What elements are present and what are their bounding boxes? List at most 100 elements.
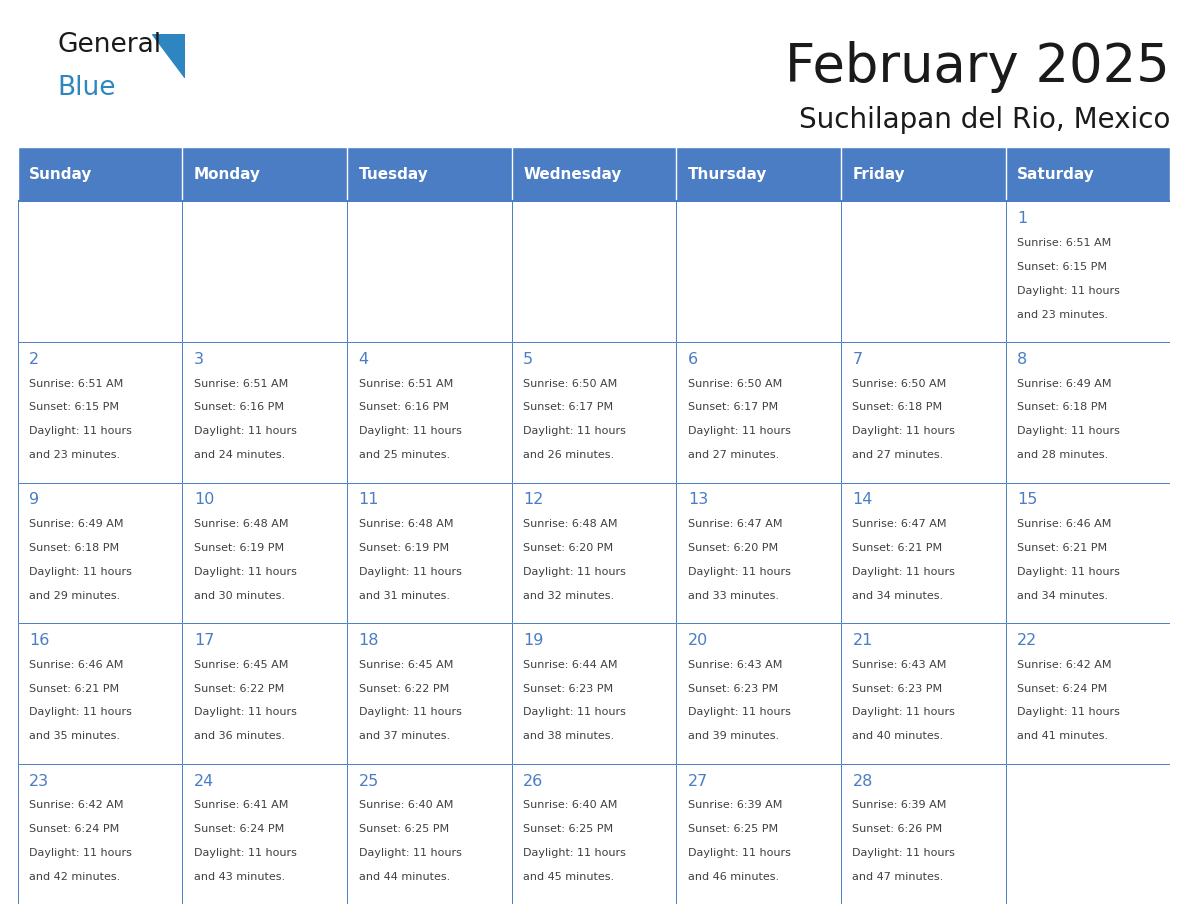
Text: Sunset: 6:20 PM: Sunset: 6:20 PM — [688, 543, 778, 553]
Text: Daylight: 11 hours: Daylight: 11 hours — [30, 848, 132, 858]
Text: Sunrise: 6:42 AM: Sunrise: 6:42 AM — [30, 800, 124, 811]
Text: and 32 minutes.: and 32 minutes. — [523, 591, 614, 600]
Text: Sunset: 6:18 PM: Sunset: 6:18 PM — [1017, 402, 1107, 412]
Text: Monday: Monday — [194, 167, 261, 182]
Text: 23: 23 — [30, 774, 50, 789]
Text: Sunrise: 6:40 AM: Sunrise: 6:40 AM — [359, 800, 453, 811]
Text: Sunset: 6:23 PM: Sunset: 6:23 PM — [688, 684, 778, 693]
Text: Sunrise: 6:47 AM: Sunrise: 6:47 AM — [688, 519, 783, 529]
Text: 12: 12 — [523, 492, 544, 508]
Text: Thursday: Thursday — [688, 167, 767, 182]
Text: Sunrise: 6:39 AM: Sunrise: 6:39 AM — [853, 800, 947, 811]
Text: Sunrise: 6:50 AM: Sunrise: 6:50 AM — [688, 378, 782, 388]
Text: Wednesday: Wednesday — [523, 167, 621, 182]
Text: Sunset: 6:25 PM: Sunset: 6:25 PM — [359, 824, 449, 834]
Text: Sunset: 6:21 PM: Sunset: 6:21 PM — [1017, 543, 1107, 553]
Text: and 46 minutes.: and 46 minutes. — [688, 872, 779, 882]
Text: Daylight: 11 hours: Daylight: 11 hours — [194, 848, 297, 858]
Text: Sunrise: 6:45 AM: Sunrise: 6:45 AM — [359, 660, 453, 669]
Text: and 44 minutes.: and 44 minutes. — [359, 872, 450, 882]
Text: Sunset: 6:25 PM: Sunset: 6:25 PM — [523, 824, 613, 834]
Text: Daylight: 11 hours: Daylight: 11 hours — [1017, 426, 1120, 436]
Text: Daylight: 11 hours: Daylight: 11 hours — [30, 708, 132, 718]
Text: Sunset: 6:22 PM: Sunset: 6:22 PM — [359, 684, 449, 693]
Text: 21: 21 — [853, 633, 873, 648]
Text: Sunrise: 6:43 AM: Sunrise: 6:43 AM — [853, 660, 947, 669]
Text: Sunrise: 6:47 AM: Sunrise: 6:47 AM — [853, 519, 947, 529]
Text: and 40 minutes.: and 40 minutes. — [853, 732, 943, 742]
Text: Sunset: 6:23 PM: Sunset: 6:23 PM — [523, 684, 613, 693]
Text: Sunset: 6:21 PM: Sunset: 6:21 PM — [853, 543, 942, 553]
Text: 25: 25 — [359, 774, 379, 789]
Text: Sunrise: 6:46 AM: Sunrise: 6:46 AM — [30, 660, 124, 669]
Text: Daylight: 11 hours: Daylight: 11 hours — [853, 708, 955, 718]
Polygon shape — [152, 34, 185, 78]
Text: Sunset: 6:25 PM: Sunset: 6:25 PM — [688, 824, 778, 834]
Text: Sunset: 6:19 PM: Sunset: 6:19 PM — [359, 543, 449, 553]
Text: and 26 minutes.: and 26 minutes. — [523, 450, 614, 460]
Text: Sunset: 6:15 PM: Sunset: 6:15 PM — [1017, 262, 1107, 272]
Text: Sunset: 6:20 PM: Sunset: 6:20 PM — [523, 543, 613, 553]
Text: 22: 22 — [1017, 633, 1037, 648]
Text: 18: 18 — [359, 633, 379, 648]
Text: Sunset: 6:17 PM: Sunset: 6:17 PM — [688, 402, 778, 412]
Text: Sunrise: 6:45 AM: Sunrise: 6:45 AM — [194, 660, 289, 669]
Text: Sunset: 6:24 PM: Sunset: 6:24 PM — [1017, 684, 1107, 693]
Text: Daylight: 11 hours: Daylight: 11 hours — [523, 567, 626, 577]
Text: 16: 16 — [30, 633, 50, 648]
Text: and 39 minutes.: and 39 minutes. — [688, 732, 779, 742]
Text: Daylight: 11 hours: Daylight: 11 hours — [853, 567, 955, 577]
Text: 28: 28 — [853, 774, 873, 789]
Text: Sunrise: 6:40 AM: Sunrise: 6:40 AM — [523, 800, 618, 811]
Text: and 34 minutes.: and 34 minutes. — [1017, 591, 1108, 600]
Text: Sunset: 6:16 PM: Sunset: 6:16 PM — [359, 402, 449, 412]
Text: and 25 minutes.: and 25 minutes. — [359, 450, 450, 460]
Text: and 28 minutes.: and 28 minutes. — [1017, 450, 1108, 460]
Text: 4: 4 — [359, 352, 368, 367]
Text: and 41 minutes.: and 41 minutes. — [1017, 732, 1108, 742]
Text: General: General — [57, 32, 162, 58]
Text: Sunrise: 6:49 AM: Sunrise: 6:49 AM — [30, 519, 124, 529]
Text: and 24 minutes.: and 24 minutes. — [194, 450, 285, 460]
Text: and 36 minutes.: and 36 minutes. — [194, 732, 285, 742]
Text: Sunrise: 6:48 AM: Sunrise: 6:48 AM — [523, 519, 618, 529]
Text: and 35 minutes.: and 35 minutes. — [30, 732, 120, 742]
Text: 14: 14 — [853, 492, 873, 508]
Text: Sunrise: 6:46 AM: Sunrise: 6:46 AM — [1017, 519, 1112, 529]
Text: Sunset: 6:15 PM: Sunset: 6:15 PM — [30, 402, 119, 412]
Text: Sunrise: 6:50 AM: Sunrise: 6:50 AM — [853, 378, 947, 388]
Text: Sunset: 6:18 PM: Sunset: 6:18 PM — [30, 543, 120, 553]
Text: and 47 minutes.: and 47 minutes. — [853, 872, 943, 882]
Text: and 43 minutes.: and 43 minutes. — [194, 872, 285, 882]
Text: 8: 8 — [1017, 352, 1028, 367]
Text: Sunset: 6:19 PM: Sunset: 6:19 PM — [194, 543, 284, 553]
Text: Sunrise: 6:51 AM: Sunrise: 6:51 AM — [30, 378, 124, 388]
Text: 20: 20 — [688, 633, 708, 648]
Text: 19: 19 — [523, 633, 544, 648]
Text: Sunrise: 6:43 AM: Sunrise: 6:43 AM — [688, 660, 782, 669]
Text: and 23 minutes.: and 23 minutes. — [30, 450, 120, 460]
Text: Daylight: 11 hours: Daylight: 11 hours — [359, 567, 461, 577]
Text: Sunrise: 6:49 AM: Sunrise: 6:49 AM — [1017, 378, 1112, 388]
Text: Sunrise: 6:48 AM: Sunrise: 6:48 AM — [359, 519, 453, 529]
Text: and 31 minutes.: and 31 minutes. — [359, 591, 449, 600]
Text: Daylight: 11 hours: Daylight: 11 hours — [853, 848, 955, 858]
Text: Daylight: 11 hours: Daylight: 11 hours — [688, 426, 791, 436]
Text: and 38 minutes.: and 38 minutes. — [523, 732, 614, 742]
Text: and 34 minutes.: and 34 minutes. — [853, 591, 943, 600]
Text: 11: 11 — [359, 492, 379, 508]
Text: Daylight: 11 hours: Daylight: 11 hours — [359, 848, 461, 858]
Text: and 37 minutes.: and 37 minutes. — [359, 732, 450, 742]
Text: 2: 2 — [30, 352, 39, 367]
Text: Sunrise: 6:51 AM: Sunrise: 6:51 AM — [1017, 238, 1111, 248]
Text: Daylight: 11 hours: Daylight: 11 hours — [194, 567, 297, 577]
Text: 7: 7 — [853, 352, 862, 367]
Text: Daylight: 11 hours: Daylight: 11 hours — [523, 708, 626, 718]
Text: February 2025: February 2025 — [785, 41, 1170, 94]
Text: Sunset: 6:17 PM: Sunset: 6:17 PM — [523, 402, 613, 412]
Text: Daylight: 11 hours: Daylight: 11 hours — [1017, 708, 1120, 718]
Text: Sunrise: 6:44 AM: Sunrise: 6:44 AM — [523, 660, 618, 669]
Text: Suchilapan del Rio, Mexico: Suchilapan del Rio, Mexico — [798, 106, 1170, 134]
Text: Sunset: 6:24 PM: Sunset: 6:24 PM — [194, 824, 284, 834]
Text: and 27 minutes.: and 27 minutes. — [853, 450, 943, 460]
